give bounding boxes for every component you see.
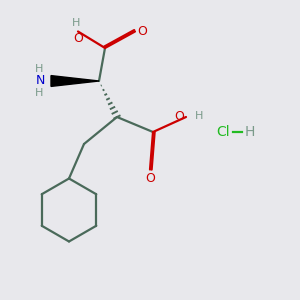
Text: O: O <box>74 32 83 45</box>
Text: O: O <box>175 110 184 123</box>
Text: H: H <box>72 18 81 28</box>
Text: H: H <box>35 64 44 74</box>
Text: O: O <box>137 25 147 38</box>
Text: H: H <box>244 125 255 139</box>
Polygon shape <box>51 76 99 86</box>
Text: Cl: Cl <box>216 125 230 139</box>
Text: H: H <box>35 88 44 98</box>
Text: O: O <box>145 172 155 185</box>
Text: H: H <box>194 111 203 122</box>
Text: N: N <box>36 74 46 88</box>
